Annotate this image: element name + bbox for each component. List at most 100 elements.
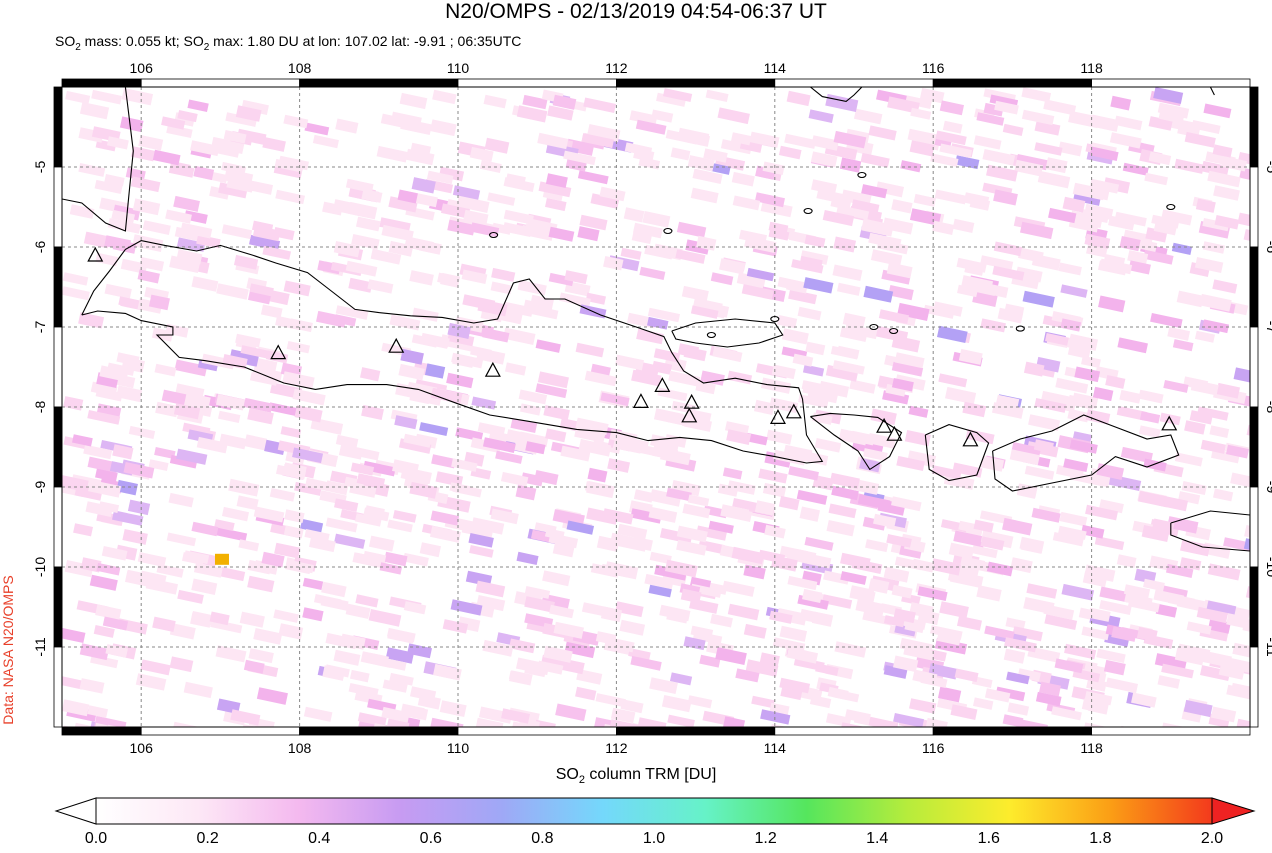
so2-pixel <box>958 348 983 365</box>
so2-pixel <box>1167 326 1191 341</box>
so2-pixel <box>1108 215 1135 231</box>
so2-pixel <box>137 269 160 284</box>
so2-pixel <box>483 94 507 109</box>
so2-pixel <box>502 301 534 317</box>
so2-pixel <box>992 265 1025 281</box>
so2-pixel <box>1045 157 1068 174</box>
so2-pixel <box>796 489 828 505</box>
so2-pixel <box>788 466 819 481</box>
so2-pixel <box>222 354 248 370</box>
so2-pixel <box>152 616 176 632</box>
frame-segment <box>53 86 63 168</box>
so2-pixel <box>909 698 937 714</box>
so2-pixel <box>191 521 219 537</box>
so2-pixel <box>1023 361 1045 377</box>
frame-segment <box>299 726 459 736</box>
so2-pixel <box>771 364 796 380</box>
so2-pixel <box>584 370 617 387</box>
so2-pixel <box>193 165 215 181</box>
so2-pixel <box>1212 279 1238 294</box>
so2-pixel <box>1157 675 1181 689</box>
so2-pixel <box>585 292 606 305</box>
so2-pixel <box>1037 170 1071 189</box>
so2-pixel <box>659 604 691 622</box>
so2-pixel <box>950 704 978 721</box>
so2-pixel <box>183 681 213 699</box>
so2-pixel <box>719 258 746 275</box>
so2-pixel <box>62 676 84 690</box>
so2-pixel <box>411 177 436 194</box>
so2-pixel <box>187 99 209 112</box>
so2-pixel <box>175 383 205 399</box>
so2-pixel <box>389 672 414 686</box>
so2-pixel <box>1034 142 1063 156</box>
gridlines <box>62 87 1250 727</box>
so2-pixel <box>804 536 834 551</box>
so2-pixel <box>779 677 811 694</box>
so2-pixel <box>577 226 600 242</box>
so2-pixel <box>292 388 326 406</box>
so2-pixel <box>831 485 859 501</box>
so2-pixel <box>292 447 324 464</box>
so2-pixel <box>954 155 980 170</box>
so2-pixel <box>128 425 156 440</box>
so2-pixel <box>101 546 128 561</box>
so2-pixel <box>364 505 385 519</box>
so2-pixel <box>537 132 569 150</box>
lat-tick-label-right: -10 <box>1264 557 1272 577</box>
so2-pixel <box>802 364 825 377</box>
frame-segment <box>932 726 1093 736</box>
so2-pixel <box>1203 103 1232 119</box>
so2-pixel <box>699 301 730 318</box>
so2-pixel <box>911 558 935 573</box>
so2-pixel <box>177 110 198 123</box>
so2-pixel <box>938 373 968 388</box>
so2-pixel <box>168 163 195 178</box>
so2-pixel <box>1063 458 1089 473</box>
so2-pixel <box>174 359 208 377</box>
so2-pixel <box>273 609 299 623</box>
so2-pixel <box>982 149 1016 166</box>
so2-pixel <box>942 120 963 134</box>
so2-pixel <box>980 255 1014 271</box>
so2-pixel <box>191 578 218 595</box>
so2-pixel <box>1197 406 1229 421</box>
so2-pixel <box>802 588 823 604</box>
so2-pixel <box>116 352 140 366</box>
so2-pixel <box>447 219 476 236</box>
so2-pixel <box>379 217 411 233</box>
so2-pixel <box>166 124 193 139</box>
so2-pixel <box>934 189 967 205</box>
so2-pixel <box>1122 162 1149 176</box>
so2-pixel <box>73 523 94 537</box>
lon-tick-label-bottom: 106 <box>130 740 154 756</box>
lat-tick-label-right: -6 <box>1264 241 1272 254</box>
so2-pixel <box>886 262 913 279</box>
so2-pixel <box>731 171 755 187</box>
so2-pixel <box>868 578 890 594</box>
so2-pixel <box>215 645 247 663</box>
so2-pixel <box>402 552 429 567</box>
axis-tick-labels: 106 106 108 108 110 110 112 112 114 114 116 116 118 1… <box>32 60 1272 756</box>
so2-pixel <box>87 705 108 718</box>
so2-pixel <box>392 509 417 523</box>
so2-pixel <box>490 508 519 525</box>
so2-pixel <box>148 294 170 311</box>
colorbar-tick-label: 0.6 <box>419 830 442 847</box>
lat-tick-label-left: -9 <box>32 481 48 494</box>
so2-pixel <box>303 706 333 722</box>
so2-pixel <box>1207 563 1241 581</box>
so2-pixel <box>72 434 93 447</box>
triangle-icon <box>681 407 698 423</box>
so2-pixel <box>855 598 885 616</box>
so2-map: 106 106 108 108 110 110 112 112 114 114 116 116 118 1… <box>32 60 1272 756</box>
so2-pixel <box>435 471 464 487</box>
so2-pixel <box>535 339 561 353</box>
volcano-markers <box>87 246 1178 447</box>
so2-pixel <box>851 199 880 214</box>
so2-pixel <box>302 577 324 590</box>
lon-tick-label-top: 108 <box>288 60 312 76</box>
so2-pixel <box>1069 439 1098 454</box>
so2-pixel <box>225 112 258 127</box>
so2-pixel <box>1034 120 1061 136</box>
